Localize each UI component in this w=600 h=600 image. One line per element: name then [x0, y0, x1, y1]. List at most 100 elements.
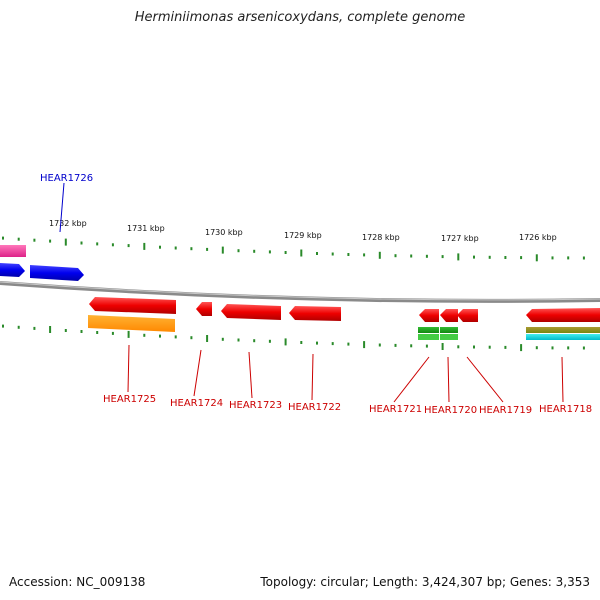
kbp-label-1731: 1731 kbp [127, 224, 165, 233]
minor-tick [488, 345, 491, 349]
leader-hear1720 [447, 356, 450, 403]
gene-hear1722[interactable] [289, 306, 341, 321]
gene-hear1719[interactable] [457, 309, 478, 322]
minor-tick [111, 243, 114, 247]
gene-hear1718[interactable] [526, 308, 600, 322]
kbp-ticks-reverse [2, 324, 585, 352]
major-tick [441, 343, 444, 350]
minor-tick [17, 237, 20, 241]
gene-label-hear1726[interactable]: HEAR1726 [40, 173, 93, 184]
minor-tick [237, 249, 240, 253]
minor-tick [253, 339, 256, 343]
kbp-ticks-forward [2, 236, 585, 262]
minor-tick [190, 247, 193, 251]
minor-tick [520, 256, 523, 260]
minor-tick [33, 326, 36, 330]
feature-blue-forward-left[interactable] [0, 263, 25, 277]
leader-hear1718 [561, 356, 564, 403]
minor-tick [394, 343, 397, 347]
genome-backbone-highlight [0, 281, 600, 301]
minor-tick [111, 331, 114, 335]
kbp-label-1730: 1730 kbp [205, 228, 243, 237]
feature-green-hear1720[interactable] [440, 327, 458, 340]
gene-hear1724[interactable] [196, 302, 212, 316]
minor-tick [347, 253, 350, 256]
minor-tick [504, 256, 507, 259]
minor-tick [96, 242, 99, 246]
gene-label-hear1724[interactable]: HEAR1724 [170, 398, 223, 409]
feature-olive-hear1718[interactable] [526, 327, 600, 333]
minor-tick [253, 249, 256, 253]
gene-hear1726[interactable] [30, 265, 84, 281]
minor-tick [127, 244, 130, 248]
minor-tick [96, 331, 99, 334]
leader-hear1719 [466, 356, 504, 403]
accession-text: Accession: NC_009138 [9, 575, 146, 589]
minor-tick [488, 255, 491, 259]
minor-tick [174, 246, 177, 250]
minor-tick [2, 236, 4, 240]
minor-tick [316, 252, 318, 255]
gene-label-hear1725[interactable]: HEAR1725 [103, 394, 156, 405]
minor-tick [221, 337, 224, 341]
minor-tick [567, 256, 570, 260]
major-tick [221, 246, 224, 254]
major-tick [49, 326, 52, 333]
feature-pink-forward[interactable] [0, 245, 26, 257]
minor-tick [268, 339, 271, 343]
minor-tick [504, 345, 507, 349]
feature-green-hear1721[interactable] [418, 327, 439, 340]
kbp-label-1727: 1727 kbp [441, 234, 479, 243]
minor-tick [582, 346, 585, 350]
genome-backbone [0, 281, 600, 303]
map-title: Herminiimonas arsenicoxydans, complete g… [134, 10, 466, 25]
minor-tick [143, 333, 146, 337]
gene-label-hear1721[interactable]: HEAR1721 [369, 404, 422, 415]
minor-tick [425, 344, 428, 348]
minor-tick [378, 343, 381, 347]
major-tick [378, 251, 381, 259]
minor-tick [473, 255, 475, 259]
kbp-label-1728: 1728 kbp [362, 233, 400, 242]
kbp-label-1726: 1726 kbp [519, 233, 557, 242]
leader-hear1725 [127, 344, 130, 393]
gene-hear1721[interactable] [419, 309, 439, 322]
major-tick [300, 249, 303, 257]
gene-hear1725[interactable] [89, 297, 176, 314]
major-tick [457, 253, 460, 261]
minor-tick [159, 245, 161, 249]
minor-tick [347, 342, 350, 346]
minor-tick [159, 334, 161, 338]
minor-tick [284, 251, 287, 254]
major-tick [127, 330, 130, 338]
gene-hear1723[interactable] [221, 304, 281, 320]
gene-label-hear1723[interactable]: HEAR1723 [229, 400, 282, 411]
minor-tick [473, 345, 475, 349]
minor-tick [80, 241, 83, 245]
minor-tick [80, 330, 83, 333]
minor-tick [33, 238, 36, 242]
major-tick [520, 344, 523, 352]
major-tick [64, 238, 67, 246]
minor-tick [441, 255, 444, 259]
feature-orange-hear1725[interactable] [88, 315, 175, 332]
major-tick [535, 254, 538, 262]
major-tick [206, 335, 209, 342]
gene-label-hear1719[interactable]: HEAR1719 [479, 405, 532, 416]
minor-tick [268, 250, 271, 254]
feature-cyan-hear1718[interactable] [526, 334, 600, 340]
major-tick [143, 242, 146, 250]
minor-tick [551, 256, 554, 260]
gene-label-hear1720[interactable]: HEAR1720 [424, 405, 477, 416]
kbp-label-1729: 1729 kbp [284, 231, 322, 240]
gene-label-hear1722[interactable]: HEAR1722 [288, 402, 341, 413]
minor-tick [17, 325, 20, 329]
gene-label-hear1718[interactable]: HEAR1718 [539, 404, 592, 415]
minor-tick [190, 336, 193, 340]
gene-hear1720[interactable] [440, 309, 458, 322]
minor-tick [582, 256, 585, 260]
genome-summary-text: Topology: circular; Length: 3,424,307 bp… [260, 575, 590, 589]
major-tick [363, 341, 366, 349]
major-tick [284, 338, 287, 346]
minor-tick [2, 324, 4, 328]
